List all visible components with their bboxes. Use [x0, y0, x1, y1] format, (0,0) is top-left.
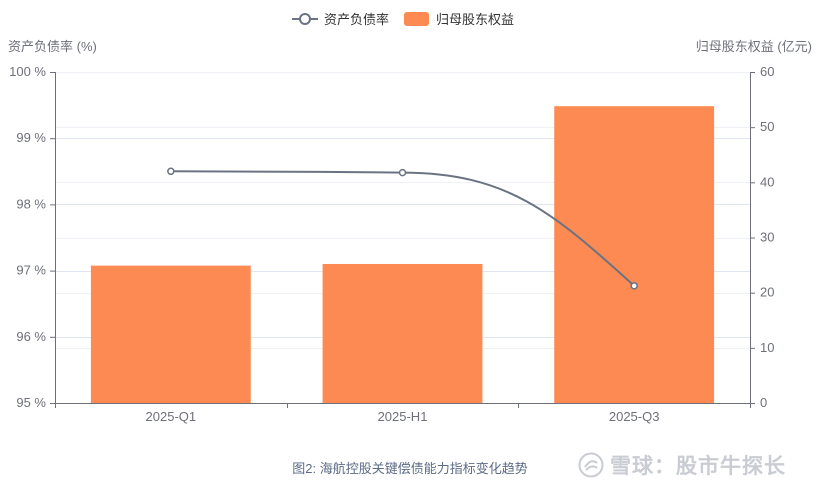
- legend-label-bar: 归母股东权益: [436, 12, 514, 27]
- x-tick-label-2025-H1: 2025-H1: [378, 409, 428, 424]
- y-left-tick-label: 100 %: [9, 64, 46, 79]
- bar-2025-Q1: [90, 265, 251, 403]
- y-left-tick-label: 95 %: [16, 395, 46, 410]
- line-point-2025-H1: [398, 168, 407, 177]
- y-right-tick-label: 30: [760, 230, 774, 245]
- y-left-tick-label: 96 %: [16, 329, 46, 344]
- y-right-tick-label: 40: [760, 174, 774, 189]
- x-tick-label-2025-Q3: 2025-Q3: [609, 409, 660, 424]
- legend-line-marker-dot: [299, 13, 311, 25]
- x-tick-label-2025-Q1: 2025-Q1: [146, 409, 197, 424]
- y-left-tick-label: 98 %: [16, 196, 46, 211]
- line-point-2025-Q3: [630, 282, 638, 290]
- legend-bar-marker: [404, 12, 429, 26]
- y-right-tick-label: 20: [760, 285, 774, 300]
- y-right-axis-title: 归母股东权益 (亿元): [696, 39, 812, 54]
- line-point-2025-Q1: [167, 167, 175, 176]
- legend: 资产负债率 归母股东权益: [292, 12, 514, 27]
- bar-2025-H1: [322, 263, 483, 403]
- y-left-tick-label: 99 %: [16, 130, 46, 145]
- y-right-tick-label: 50: [760, 119, 774, 134]
- snowball-logo-icon: [578, 452, 604, 478]
- watermark-text: 雪球：股市牛探长: [610, 455, 786, 478]
- legend-label-line: 资产负债率: [324, 12, 389, 27]
- y-left-tick-label: 97 %: [16, 263, 46, 278]
- y-right-tick-label: 60: [760, 64, 774, 79]
- y-right-tick-label: 10: [760, 340, 774, 355]
- line-series: [167, 167, 638, 290]
- watermark: 雪球：股市牛探长: [578, 452, 814, 478]
- y-left-axis-title: 资产负债率 (%): [8, 39, 97, 54]
- bar-series: [90, 106, 715, 403]
- bar-2025-Q3: [554, 106, 715, 403]
- y-right-tick-label: 0: [760, 395, 767, 410]
- axes: 2025-Q1 2025-H1 2025-Q3 95 % 96 % 97 % 98 % 99 …: [8, 39, 812, 424]
- figure-caption: 图2: 海航控股关键偿债能力指标变化趋势: [292, 461, 528, 476]
